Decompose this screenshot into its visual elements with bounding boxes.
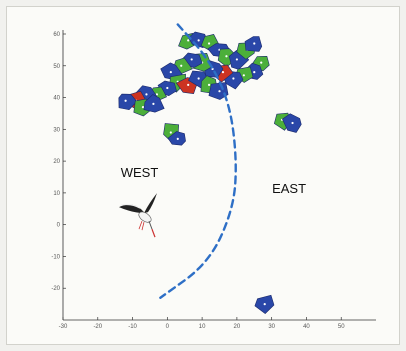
stork-wing-highlight xyxy=(120,203,141,209)
cell-site-point xyxy=(197,39,200,42)
data-cell xyxy=(118,93,138,111)
y-tick-label: 50 xyxy=(53,64,60,70)
stork-body xyxy=(138,211,152,223)
x-tick-label: 10 xyxy=(199,324,206,330)
y-tick-label: -10 xyxy=(51,254,60,260)
x-tick-label: 0 xyxy=(166,324,170,330)
cell-site-point xyxy=(225,55,228,58)
x-tick-label: 40 xyxy=(303,324,310,330)
cell-site-point xyxy=(141,105,145,109)
data-cell xyxy=(208,82,229,100)
cell-site-point xyxy=(232,77,235,80)
voronoi-cells xyxy=(118,31,302,314)
cell-site-point xyxy=(207,83,211,86)
data-cell xyxy=(167,131,186,146)
data-cell xyxy=(282,113,302,133)
cell-site-point xyxy=(187,39,190,42)
cell-site-point xyxy=(190,58,193,61)
x-tick-label: 20 xyxy=(234,324,241,330)
cell-site-point xyxy=(235,58,238,61)
cell-site-point xyxy=(155,93,158,96)
y-tick-label: 20 xyxy=(53,159,60,165)
y-tick-label: 60 xyxy=(53,32,60,38)
y-tick-label: -20 xyxy=(51,286,60,292)
y-tick-label: 0 xyxy=(57,223,61,229)
y-tick-label: 40 xyxy=(53,96,60,102)
stork-right-wing xyxy=(143,193,157,214)
cell-site-point xyxy=(166,86,169,90)
cell-site-point xyxy=(260,61,263,64)
cell-site-point xyxy=(291,121,294,125)
stork-left-wing xyxy=(118,204,145,214)
y-tick-label: 30 xyxy=(53,127,60,133)
x-tick-label: -30 xyxy=(59,324,68,330)
stork-icon xyxy=(118,193,157,238)
x-tick-label: 30 xyxy=(268,324,275,330)
cell-site-point xyxy=(218,90,221,93)
data-cell xyxy=(143,94,165,113)
cell-site-point xyxy=(253,71,256,74)
cell-site-point xyxy=(221,71,225,74)
cell-site-point xyxy=(176,137,179,140)
x-tick-label: -10 xyxy=(128,324,137,330)
stork-beak xyxy=(151,228,156,238)
cell-site-point xyxy=(207,42,211,45)
stork-legs xyxy=(138,220,145,231)
region-label-west: WEST xyxy=(121,165,159,180)
data-cell xyxy=(244,36,263,52)
x-tick-label: -20 xyxy=(93,324,102,330)
cell-site-point xyxy=(197,77,200,80)
cell-site-point xyxy=(242,74,245,77)
region-labels: WEST EAST xyxy=(121,165,306,196)
cell-polygon xyxy=(118,93,138,111)
x-tick-label: 50 xyxy=(338,324,345,330)
cell-site-point xyxy=(145,93,148,96)
cell-site-point xyxy=(253,42,256,45)
cell-site-point xyxy=(187,83,190,86)
axes: -30 -20 -10 0 10 20 30 40 50 60 50 40 30 20 10 0 -10 -20 xyxy=(51,30,376,330)
cell-site-point xyxy=(152,102,155,106)
west-east-divide-line xyxy=(159,23,237,299)
stork-neck xyxy=(148,220,153,230)
cell-site-point xyxy=(124,99,127,102)
cell-site-point xyxy=(169,71,172,74)
y-tick-label: 10 xyxy=(53,191,60,197)
cell-site-point xyxy=(180,64,183,67)
data-cell xyxy=(254,294,275,314)
region-label-east: EAST xyxy=(272,181,306,196)
cell-site-point xyxy=(263,303,266,306)
cell-site-point xyxy=(169,131,172,134)
